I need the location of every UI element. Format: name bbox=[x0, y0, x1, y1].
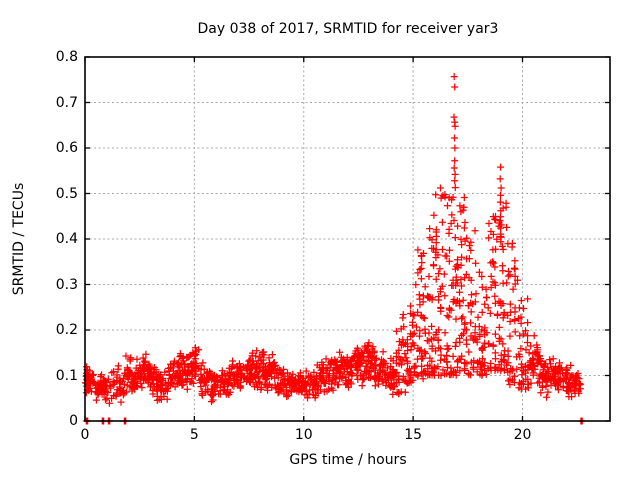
y-tick-label: 0.7 bbox=[55, 94, 78, 111]
x-tick-label: 15 bbox=[404, 427, 423, 443]
y-tick-label: 0.5 bbox=[55, 185, 78, 202]
scatter-points bbox=[82, 73, 586, 425]
x-tick-label: 20 bbox=[513, 427, 532, 443]
y-axis-label: SRMTID / TECUs bbox=[11, 182, 27, 296]
y-tick-label: 0.6 bbox=[55, 140, 78, 156]
y-tick-label: 0.4 bbox=[55, 231, 78, 247]
chart-title: Day 038 of 2017, SRMTID for receiver yar… bbox=[197, 21, 499, 37]
y-tick-label: 0.8 bbox=[55, 49, 78, 65]
y-tick-label: 0.2 bbox=[55, 322, 78, 338]
x-tick-label: 10 bbox=[294, 427, 313, 443]
x-axis-label: GPS time / hours bbox=[289, 452, 407, 468]
y-tick-label: 0 bbox=[69, 413, 78, 429]
x-tick-label: 5 bbox=[189, 427, 199, 443]
x-tick-label: 0 bbox=[80, 427, 90, 443]
y-tick-label: 0.1 bbox=[55, 367, 78, 384]
plot-border bbox=[84, 56, 611, 422]
y-tick-label: 0.3 bbox=[55, 276, 78, 293]
